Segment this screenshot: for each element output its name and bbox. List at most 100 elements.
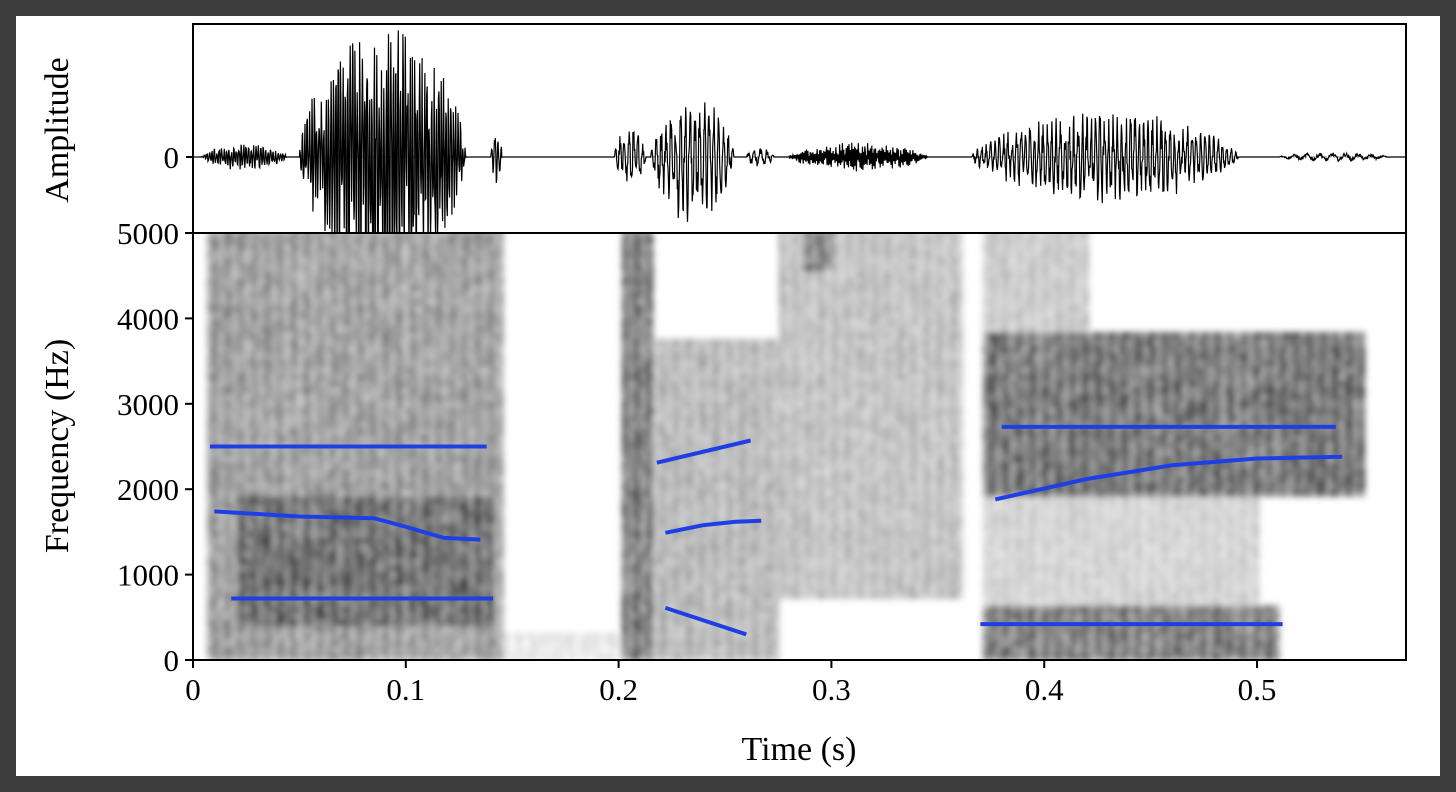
heatmap-cell [363, 407, 368, 415]
heatmap-cell [278, 475, 283, 483]
heatmap-cell [213, 455, 218, 463]
heatmap-cell [451, 605, 456, 613]
heatmap-cell [250, 646, 255, 654]
heatmap-cell [332, 543, 337, 552]
heatmap-cell [366, 461, 371, 470]
heatmap-cell [254, 318, 259, 326]
heatmap-cell [230, 311, 235, 319]
heatmap-cell [288, 468, 293, 477]
heatmap-cell [288, 448, 293, 456]
heatmap-cell [257, 400, 262, 408]
heatmap-cell [380, 653, 385, 660]
heatmap-cell [390, 284, 395, 292]
heatmap-cell [230, 386, 235, 395]
heatmap-cell [233, 584, 238, 593]
heatmap-cell [240, 243, 245, 251]
heatmap-cell [257, 379, 262, 388]
heatmap-cell [332, 386, 337, 395]
heatmap-cell [329, 537, 334, 545]
heatmap-cell [308, 578, 313, 586]
heatmap-cell [230, 338, 235, 347]
heatmap-cell [390, 625, 395, 634]
heatmap-cell [312, 386, 317, 395]
heatmap-cell [281, 393, 286, 401]
heatmap-cell [346, 332, 351, 340]
heatmap-cell [308, 277, 313, 285]
heatmap-cell [206, 584, 211, 593]
heatmap-cell [434, 270, 439, 278]
heatmap-cell [468, 379, 473, 388]
heatmap-cell [380, 338, 385, 347]
heatmap-cell [468, 625, 473, 634]
heatmap-cell [336, 420, 340, 429]
heatmap-cell [237, 578, 242, 586]
heatmap-cell [257, 359, 262, 367]
heatmap-cell [434, 639, 439, 647]
heatmap-cell [250, 345, 255, 354]
heatmap-cell [434, 455, 439, 463]
heatmap-cell [383, 250, 388, 258]
heatmap-cell [468, 400, 473, 408]
heatmap-cell [393, 291, 398, 299]
heatmap-cell [284, 366, 289, 374]
heatmap-cell [305, 427, 310, 436]
heatmap-cell [284, 256, 289, 265]
heatmap-cell [244, 234, 249, 237]
heatmap-cell [206, 591, 211, 600]
heatmap-cell [451, 461, 456, 470]
heatmap-cell [393, 332, 398, 340]
heatmap-cell [237, 407, 242, 415]
heatmap-cell [380, 455, 385, 463]
heatmap-cell [233, 448, 238, 456]
heatmap-cell [319, 523, 323, 531]
heatmap-cell [319, 304, 323, 313]
heatmap-cell [332, 434, 337, 442]
heatmap-cell [237, 496, 242, 504]
heatmap-cell [278, 393, 283, 401]
heatmap-cell [342, 407, 347, 415]
heatmap-cell [302, 489, 306, 497]
heatmap-cell [383, 612, 388, 620]
heatmap-cell [315, 297, 320, 306]
heatmap-cell [322, 489, 327, 497]
heatmap-cell [291, 475, 296, 483]
heatmap-cell [233, 234, 238, 237]
heatmap-cell [370, 427, 375, 436]
heatmap-cell [308, 284, 313, 292]
heatmap-cell [329, 605, 334, 613]
heatmap-cell [332, 639, 337, 647]
heatmap-cell [288, 318, 293, 326]
heatmap-cell [346, 516, 351, 524]
heatmap-cell [210, 359, 214, 367]
heatmap-cell [431, 605, 436, 613]
heatmap-cell [325, 584, 330, 593]
heatmap-cell [278, 236, 283, 244]
heatmap-cell [370, 407, 375, 415]
heatmap-cell [250, 550, 255, 559]
heatmap-cell [291, 373, 296, 381]
heatmap-cell [393, 407, 398, 415]
heatmap-cell [390, 379, 395, 388]
heatmap-cell [332, 475, 337, 483]
heatmap-cell [305, 234, 310, 237]
heatmap-cell [397, 277, 402, 285]
heatmap-cell [434, 373, 439, 381]
heatmap-cell [363, 496, 368, 504]
heatmap-cell [264, 311, 269, 319]
heatmap-cell [332, 584, 337, 593]
heatmap-cell [397, 482, 402, 490]
heatmap-cell [257, 584, 262, 593]
heatmap-cell [315, 482, 320, 490]
heatmap-cell [278, 277, 283, 285]
heatmap-cell [325, 496, 330, 504]
heatmap-cell [387, 304, 392, 313]
heatmap-cell [271, 543, 276, 552]
heatmap-cell [431, 625, 436, 634]
heatmap-cell [220, 612, 225, 620]
heatmap-cell [387, 414, 392, 422]
heatmap-cell [216, 304, 221, 313]
heatmap-cell [468, 256, 473, 265]
heatmap-cell [250, 653, 255, 660]
heatmap-cell [223, 448, 228, 456]
heatmap-cell [233, 516, 238, 524]
